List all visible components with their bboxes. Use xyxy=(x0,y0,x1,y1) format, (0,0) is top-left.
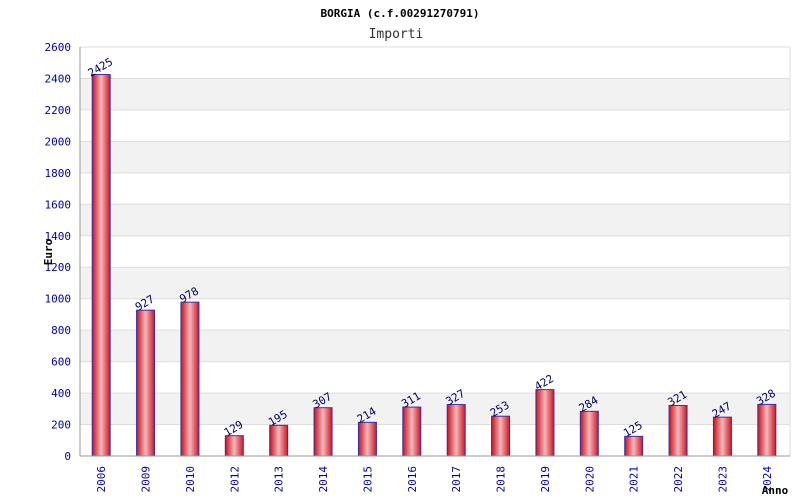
y-tick-label: 800 xyxy=(51,324,71,337)
bar xyxy=(91,74,111,457)
bar xyxy=(579,410,599,457)
x-tick-label: 2009 xyxy=(140,466,153,493)
plot-band xyxy=(80,78,790,110)
bar xyxy=(180,301,200,457)
chart-subtitle: Importi xyxy=(369,27,424,42)
x-tick-label: 2017 xyxy=(450,466,463,493)
y-tick-label: 1400 xyxy=(45,230,72,243)
plot-band xyxy=(80,235,790,268)
x-tick-label: 2024 xyxy=(761,466,774,493)
y-tick-label: 2400 xyxy=(45,72,72,85)
plot-band xyxy=(80,141,790,173)
y-tick-label: 1600 xyxy=(45,198,72,211)
bar xyxy=(357,421,377,457)
x-tick-label: 2019 xyxy=(539,466,552,493)
bar xyxy=(446,404,466,457)
bar xyxy=(402,406,422,457)
bars xyxy=(91,74,777,457)
y-tick-label: 2600 xyxy=(45,41,72,54)
plot-band xyxy=(80,109,790,142)
bar xyxy=(313,407,333,457)
x-axis-ticks: 2006 2009 2010 2012 2013 2014 2015 2016 2017 2018… xyxy=(95,466,774,493)
bar xyxy=(535,389,555,457)
x-tick-label: 2023 xyxy=(716,466,729,493)
x-tick-label: 2021 xyxy=(628,466,641,493)
x-tick-label: 2015 xyxy=(361,466,374,493)
x-tick-label: 2022 xyxy=(672,466,685,493)
y-tick-label: 2000 xyxy=(45,135,72,148)
chart-title: BORGIA (c.f.00291270791) xyxy=(321,7,480,20)
x-tick-label: 2012 xyxy=(228,466,241,493)
y-tick-label: 200 xyxy=(51,419,71,432)
y-tick-label: 1200 xyxy=(45,261,72,274)
bar xyxy=(712,416,732,457)
plot-band xyxy=(80,47,790,79)
y-axis-ticks: 0 200 400 600 800 1000 1200 1400 1600 1800 2000 220… xyxy=(45,41,72,463)
y-tick-label: 2200 xyxy=(45,104,72,117)
x-tick-label: 2010 xyxy=(184,466,197,493)
y-tick-label: 600 xyxy=(51,356,71,369)
y-tick-label: 0 xyxy=(64,450,71,463)
bar xyxy=(136,309,156,457)
x-axis-label: Anno xyxy=(762,484,789,497)
y-tick-label: 1800 xyxy=(45,167,72,180)
x-tick-label: 2016 xyxy=(406,466,419,493)
y-tick-label: 1000 xyxy=(45,293,72,306)
x-tick-label: 2018 xyxy=(495,466,508,493)
x-tick-label: 2006 xyxy=(95,466,108,493)
bar xyxy=(668,405,688,457)
plot-band xyxy=(80,204,790,236)
plot-band xyxy=(80,267,790,299)
bar xyxy=(269,424,289,457)
x-tick-label: 2014 xyxy=(317,466,330,493)
bar xyxy=(757,403,777,457)
x-tick-label: 2020 xyxy=(583,466,596,493)
x-tick-label: 2013 xyxy=(273,466,286,493)
y-axis-label: Euro xyxy=(42,238,55,265)
plot-band xyxy=(80,172,790,205)
bar xyxy=(491,415,511,457)
y-tick-label: 400 xyxy=(51,387,71,400)
